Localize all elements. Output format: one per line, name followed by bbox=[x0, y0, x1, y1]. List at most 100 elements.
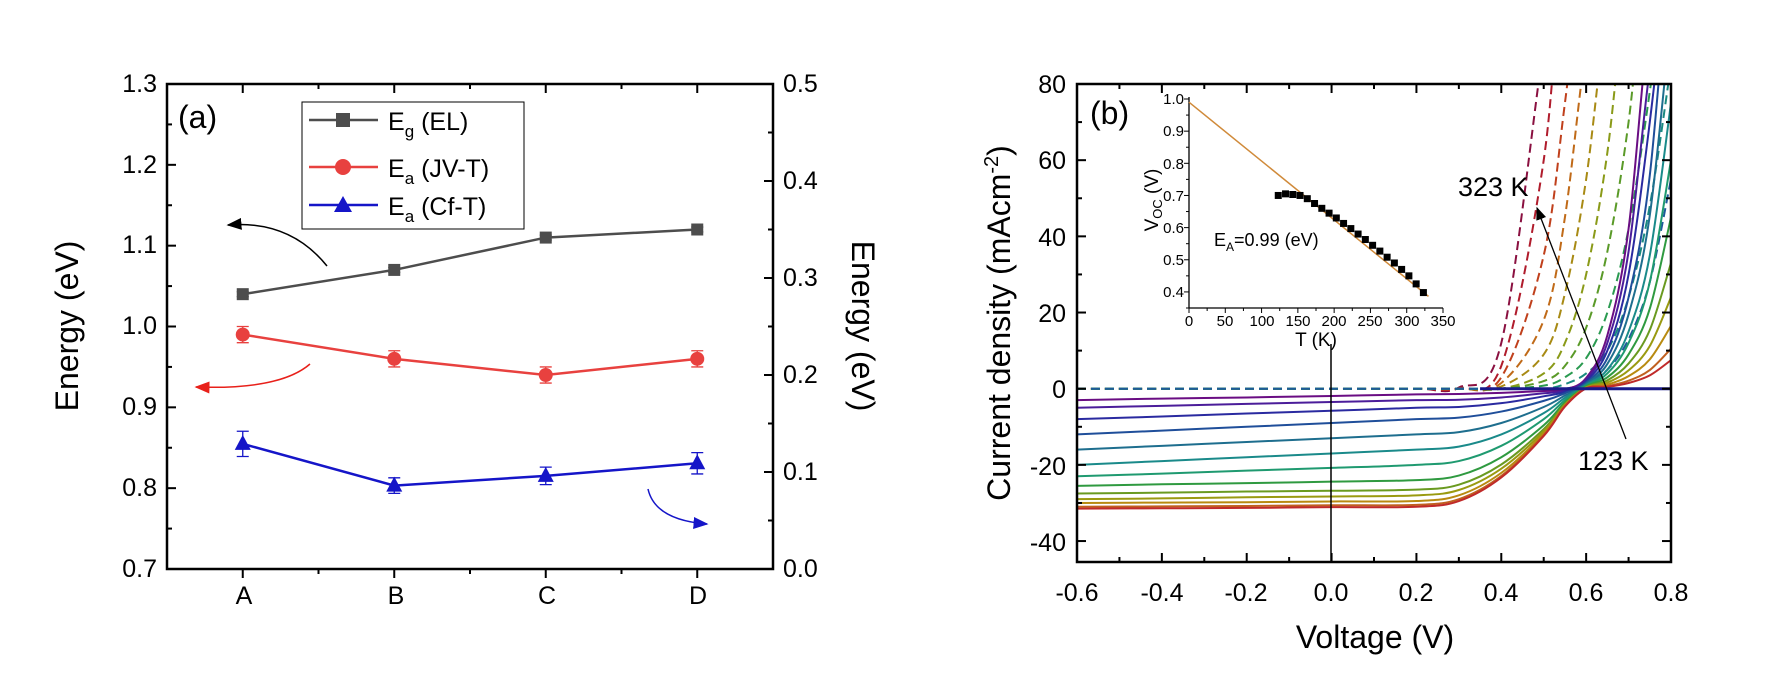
inset-ticks bbox=[1184, 98, 1444, 313]
inset-data-point bbox=[1390, 259, 1398, 267]
inset-xtick: 300 bbox=[1394, 313, 1419, 330]
panel-a-label: (a) bbox=[178, 99, 217, 135]
legend: Eg (EL) Ea (JV-T) Ea (Cf-T) bbox=[301, 101, 525, 230]
panel-a-xtick: C bbox=[538, 582, 556, 610]
inset-data-point bbox=[1347, 225, 1355, 233]
panel-b: -40 -20 0 20 40 60 80 -0.6 -0.4 -0.2 0.0… bbox=[981, 71, 1689, 655]
panel-b-ytick: -20 bbox=[1030, 453, 1066, 481]
inset-data-point bbox=[1369, 241, 1377, 249]
inset-ytick: 0.5 bbox=[1163, 252, 1184, 269]
panel-b-xtick: 0.4 bbox=[1484, 579, 1519, 607]
inset-data-point bbox=[1296, 191, 1304, 199]
svg-text:Eg (EL): Eg (EL) bbox=[388, 108, 468, 141]
panel-a-ytick-right: 0.4 bbox=[783, 167, 818, 195]
inset-xtick: 150 bbox=[1285, 313, 1310, 330]
inset-data-point bbox=[1340, 219, 1348, 227]
arrow-left-axis-red bbox=[194, 363, 311, 394]
temperature-arrow bbox=[1536, 206, 1627, 440]
data-point-triangle bbox=[537, 466, 554, 482]
panel-a-ytick-right: 0.0 bbox=[783, 555, 818, 583]
data-point-triangle bbox=[234, 434, 251, 450]
light-jv-curve-11 bbox=[1077, 348, 1671, 508]
panel-b-label: (b) bbox=[1090, 95, 1129, 131]
panel-a-ytick-right: 0.2 bbox=[783, 361, 818, 389]
panel-b-xtick: 0.6 bbox=[1569, 579, 1604, 607]
inset-data-point bbox=[1412, 280, 1420, 288]
inset-voc-vs-t: 0.4 0.5 0.6 0.7 0.8 0.9 1.0 0 50 100 150… bbox=[1142, 91, 1456, 351]
data-point-circle bbox=[538, 368, 553, 382]
panel-a-ytick: 0.9 bbox=[122, 393, 157, 421]
series-line-1 bbox=[242, 333, 698, 377]
inset-xtick: 0 bbox=[1185, 313, 1193, 330]
panel-a-ylabel: Energy (eV) bbox=[49, 241, 85, 412]
inset-ytick: 0.8 bbox=[1163, 156, 1184, 173]
inset-xtick: 50 bbox=[1217, 313, 1234, 330]
inset-ylabel: VOC (V) bbox=[1142, 169, 1165, 232]
light-jv-curve-1 bbox=[1077, 84, 1649, 409]
inset-yticks: 0.4 0.5 0.6 0.7 0.8 0.9 1.0 bbox=[1163, 91, 1184, 301]
dark-jv-curve-9 bbox=[1077, 179, 1671, 391]
panel-a-ytick: 1.1 bbox=[122, 231, 157, 259]
panel-a-ytick: 1.0 bbox=[122, 312, 157, 340]
series-line-0 bbox=[242, 228, 698, 296]
panel-b-ylabel: Current density (mAcm-2) bbox=[981, 145, 1017, 501]
inset-data-point bbox=[1405, 272, 1413, 280]
panel-b-ytick: -40 bbox=[1030, 529, 1066, 557]
inset-data-point bbox=[1311, 200, 1319, 207]
panel-b-xtick: 0.2 bbox=[1399, 579, 1434, 607]
inset-ytick: 1.0 bbox=[1163, 91, 1184, 108]
panel-b-curves bbox=[1077, 84, 1671, 510]
dark-jv-curve-1 bbox=[1077, 84, 1553, 392]
inset-xtick: 250 bbox=[1357, 313, 1382, 330]
inset-data-point bbox=[1289, 190, 1297, 198]
inset-xtick: 100 bbox=[1249, 313, 1274, 330]
inset-ytick: 0.4 bbox=[1163, 284, 1184, 301]
legend-item-ea-cft: Ea (Cf-T) bbox=[309, 193, 486, 226]
panel-a-ytick: 0.7 bbox=[122, 555, 157, 583]
inset-data-point bbox=[1398, 265, 1406, 273]
panel-b-xlabel: Voltage (V) bbox=[1296, 619, 1454, 655]
inset-data-point bbox=[1303, 195, 1311, 203]
annotation-123k: 123 K bbox=[1578, 446, 1649, 476]
data-point-square bbox=[236, 288, 249, 301]
light-jv-curve-4 bbox=[1077, 84, 1666, 451]
inset-data-point bbox=[1419, 289, 1427, 297]
panel-a-ytick: 1.2 bbox=[122, 151, 157, 179]
inset-data-point bbox=[1274, 191, 1282, 199]
arrow-left-axis-black bbox=[226, 217, 328, 267]
inset-data-point bbox=[1325, 209, 1333, 217]
inset-data bbox=[1188, 101, 1429, 297]
arrow-right-axis-blue bbox=[647, 488, 709, 529]
square-marker-icon bbox=[336, 113, 350, 127]
inset-data-point bbox=[1282, 190, 1290, 198]
svg-text:Ea (Cf-T): Ea (Cf-T) bbox=[388, 193, 486, 226]
panel-a-ticks bbox=[167, 83, 773, 578]
inset-data-point bbox=[1383, 253, 1391, 261]
panel-b-xtick: -0.6 bbox=[1055, 579, 1098, 607]
data-point-circle bbox=[690, 351, 705, 366]
inset-data-point bbox=[1376, 247, 1384, 255]
light-jv-curve-0 bbox=[1077, 84, 1644, 402]
panel-a-ytick-right: 0.1 bbox=[783, 458, 818, 486]
panel-b-ytick: 80 bbox=[1038, 71, 1066, 99]
inset-data-point bbox=[1361, 236, 1369, 244]
panel-a: 0.7 0.8 0.9 1.0 1.1 1.2 1.3 0.0 0.1 0.2 … bbox=[49, 70, 881, 610]
panel-b-ytick: 0 bbox=[1052, 376, 1066, 404]
panel-a-ytick: 0.8 bbox=[122, 474, 157, 502]
panel-b-xtick: -0.4 bbox=[1140, 579, 1183, 607]
panel-a-ytick-right: 0.5 bbox=[783, 70, 818, 98]
inset-activation-energy: EA=0.99 (eV) bbox=[1214, 230, 1319, 254]
panel-a-ytick-right: 0.3 bbox=[783, 264, 818, 292]
light-jv-curve-12 bbox=[1077, 359, 1671, 510]
light-jv-curve-10 bbox=[1077, 325, 1671, 504]
inset-xtick: 200 bbox=[1321, 313, 1346, 330]
legend-item-ea-jvt: Ea (JV-T) bbox=[309, 155, 489, 188]
light-jv-curve-5 bbox=[1077, 102, 1671, 466]
panel-b-xtick: 0.8 bbox=[1654, 579, 1689, 607]
inset-xlabel: T (K) bbox=[1295, 330, 1337, 351]
panel-a-xtick: B bbox=[388, 582, 405, 610]
data-point-square bbox=[691, 223, 704, 236]
inset-data-point bbox=[1332, 214, 1340, 222]
series-line-2 bbox=[242, 442, 698, 487]
